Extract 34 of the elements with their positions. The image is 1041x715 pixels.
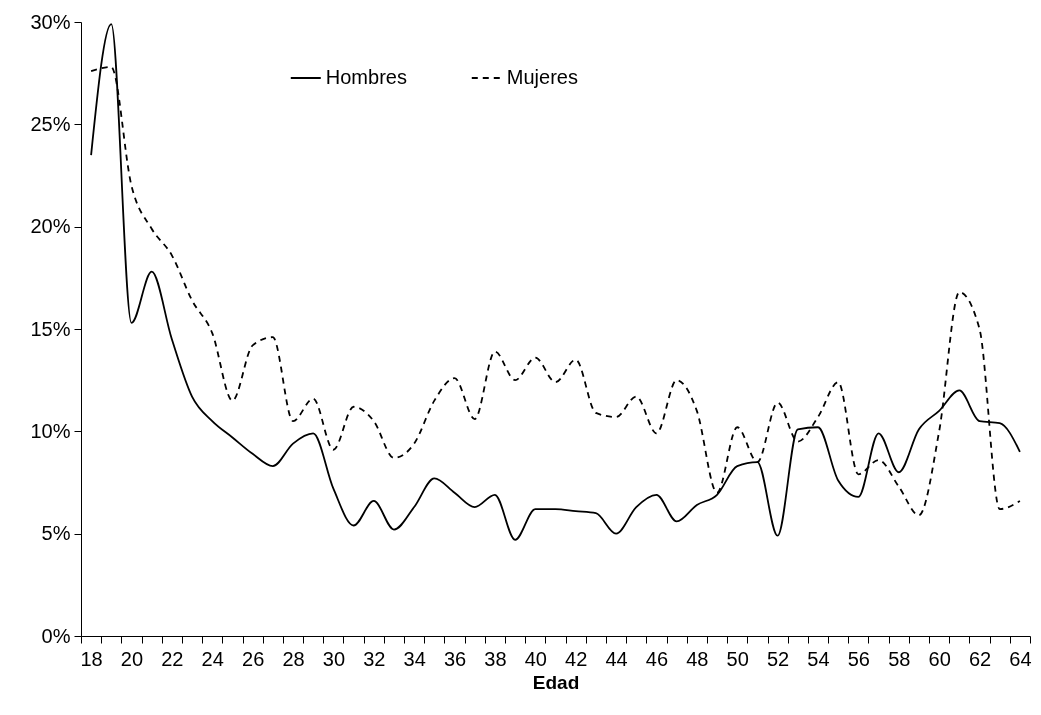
y-tick-label: 25% [30,112,71,135]
x-tick-label: 30 [322,647,346,670]
x-tick-label: 48 [686,647,709,670]
x-tick-label: 44 [605,647,628,670]
x-tick-label: 62 [968,647,992,670]
x-tick-label: 36 [443,647,467,670]
x-tick-label: 28 [282,647,305,670]
x-tick-label: 50 [726,647,749,670]
y-tick-label: 5% [41,522,71,545]
y-tick-label: 10% [30,419,71,442]
x-tick-label: 32 [363,647,386,670]
x-tick-label: 22 [161,647,184,670]
x-tick-label: 18 [80,647,103,670]
y-tick-label: 30% [30,10,71,33]
x-tick-label: 54 [807,647,830,670]
x-tick-label: 26 [242,647,265,670]
y-tick-label: 0% [41,624,71,647]
legend-label: Mujeres [506,66,578,88]
x-tick-label: 58 [888,647,911,670]
legend-label: Hombres [325,66,407,88]
x-tick-label: 38 [484,647,507,670]
x-tick-label: 20 [120,647,144,670]
x-tick-label: 64 [1009,647,1032,670]
x-axis-title: Edad [532,671,580,693]
x-tick-label: 56 [847,647,870,670]
x-tick-label: 42 [565,647,588,670]
x-tick-label: 24 [201,647,224,670]
x-tick-label: 40 [524,647,547,670]
y-tick-label: 20% [30,215,71,238]
y-tick-label: 15% [30,317,71,340]
x-tick-label: 46 [645,647,669,670]
x-tick-label: 52 [766,647,790,670]
x-tick-label: 60 [928,647,951,670]
x-tick-label: 34 [403,647,426,670]
